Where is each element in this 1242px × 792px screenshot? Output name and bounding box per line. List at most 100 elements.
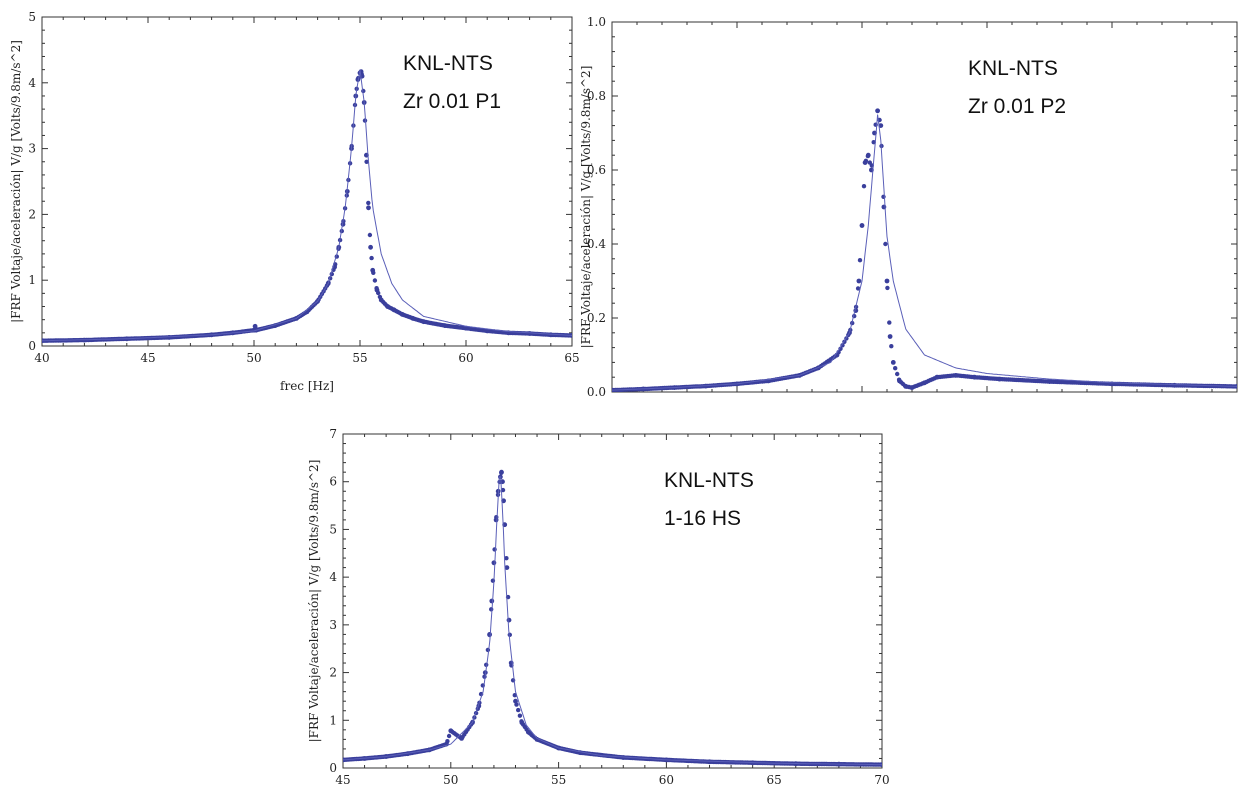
- data-point: [1172, 382, 1177, 388]
- data-point-marker: [367, 232, 373, 238]
- data-point: [513, 698, 518, 704]
- data-point: [934, 374, 940, 380]
- data-point: [374, 287, 380, 293]
- data-point: [504, 565, 510, 570]
- data-point-marker: [485, 647, 491, 653]
- x-tick-label: 60: [458, 351, 473, 365]
- data-point-marker: [492, 547, 497, 552]
- data-point: [859, 223, 865, 228]
- data-point: [506, 617, 512, 623]
- y-tick-label: 5: [28, 10, 36, 24]
- data-point: [410, 316, 416, 321]
- y-tick-label: 1: [329, 713, 337, 727]
- fit-curve: [612, 114, 1237, 391]
- data-point-marker: [883, 241, 888, 247]
- annotation-line: KNL-NTS: [403, 52, 493, 75]
- x-tick-label: 45: [335, 773, 350, 787]
- data-point: [887, 334, 893, 339]
- y-tick-label: 0: [28, 339, 36, 353]
- data-point-marker: [838, 346, 843, 351]
- annotation-line: 1-16 HS: [664, 507, 741, 530]
- data-point: [421, 319, 426, 325]
- x-tick-label: 65: [564, 351, 579, 365]
- y-axis-label: |FRF Voltaje/aceleración| V/g [Volts/9.8…: [307, 460, 321, 743]
- data-point: [448, 728, 454, 734]
- plot-frame: [342, 433, 883, 769]
- data-point-marker: [516, 707, 521, 713]
- data-point: [400, 312, 405, 317]
- data-point: [166, 335, 172, 340]
- measured-points: [343, 469, 882, 768]
- x-tick-label: 50: [443, 773, 458, 787]
- data-point: [459, 736, 464, 741]
- x-tick-label: 60: [659, 773, 674, 787]
- y-axis-label: |FRF Voltaje/aceleración| V/g [Volts/9.8…: [579, 66, 593, 349]
- y-tick-label: 4: [28, 76, 36, 90]
- data-point: [489, 598, 495, 604]
- y-tick-label: 0.6: [587, 163, 606, 177]
- plot-frame: [41, 16, 573, 347]
- data-point: [862, 160, 868, 166]
- y-tick-label: 3: [329, 618, 337, 632]
- y-axis-label: |FRF Voltaje/aceleración| V/g [Volts/9.8…: [9, 40, 23, 323]
- annotation-line: KNL-NTS: [968, 57, 1058, 80]
- y-tick-label: 6: [329, 475, 337, 489]
- y-tick-label: 0.0: [587, 385, 606, 399]
- data-point: [909, 385, 915, 390]
- y-tick-label: 2: [329, 666, 337, 680]
- y-tick-label: 1: [28, 273, 36, 287]
- data-point: [519, 720, 525, 726]
- y-tick-label: 7: [329, 427, 337, 441]
- data-point-marker: [369, 255, 374, 261]
- y-tick-label: 0: [329, 761, 337, 775]
- data-point-marker: [364, 159, 369, 164]
- data-point: [526, 729, 531, 735]
- data-point: [972, 374, 977, 380]
- data-point: [903, 384, 909, 389]
- data-point-marker: [889, 344, 894, 349]
- data-point: [370, 267, 376, 273]
- data-point-marker: [895, 371, 900, 377]
- data-point-marker: [881, 194, 886, 199]
- data-point: [491, 560, 497, 566]
- data-point: [484, 328, 490, 334]
- x-tick-label: 50: [246, 351, 261, 365]
- x-tick-label: 45: [140, 351, 155, 365]
- data-point: [499, 469, 504, 475]
- y-tick-label: 1.0: [587, 15, 606, 29]
- data-point-marker: [446, 733, 452, 739]
- data-point: [953, 373, 959, 378]
- data-point-marker: [504, 556, 509, 561]
- chart-2: 0.0 0.2 0.4 0.6 0.8 1.0 |FRF Voltaje/aceleraci…: [579, 15, 1238, 399]
- plot-frame: [611, 21, 1238, 393]
- plot-area: [42, 69, 572, 344]
- plot-area: [343, 469, 882, 768]
- data-point: [1047, 379, 1052, 384]
- y-tick-label: 3: [28, 142, 36, 156]
- data-point: [856, 278, 862, 284]
- data-point: [922, 380, 927, 386]
- y-tick-label: 5: [329, 522, 337, 536]
- y-tick-label: 2: [28, 207, 36, 221]
- data-point: [378, 297, 384, 303]
- annotation-line: Zr 0.01 P2: [968, 95, 1066, 118]
- data-point-marker: [887, 320, 892, 325]
- x-tick-label: 55: [352, 351, 367, 365]
- data-point-marker: [489, 607, 494, 612]
- x-tick-label: 55: [551, 773, 566, 787]
- data-point: [897, 378, 902, 384]
- x-tick-label: 40: [34, 351, 49, 365]
- data-point-marker: [885, 285, 890, 291]
- data-point: [865, 152, 871, 158]
- annotation-line: KNL-NTS: [664, 469, 754, 492]
- data-point: [890, 360, 896, 365]
- x-tick-label: 65: [767, 773, 782, 787]
- data-point-marker: [893, 366, 898, 371]
- data-point: [875, 108, 880, 114]
- fit-curve: [343, 476, 882, 766]
- data-point: [997, 376, 1002, 382]
- data-point: [884, 278, 890, 284]
- measured-points: [612, 108, 1237, 392]
